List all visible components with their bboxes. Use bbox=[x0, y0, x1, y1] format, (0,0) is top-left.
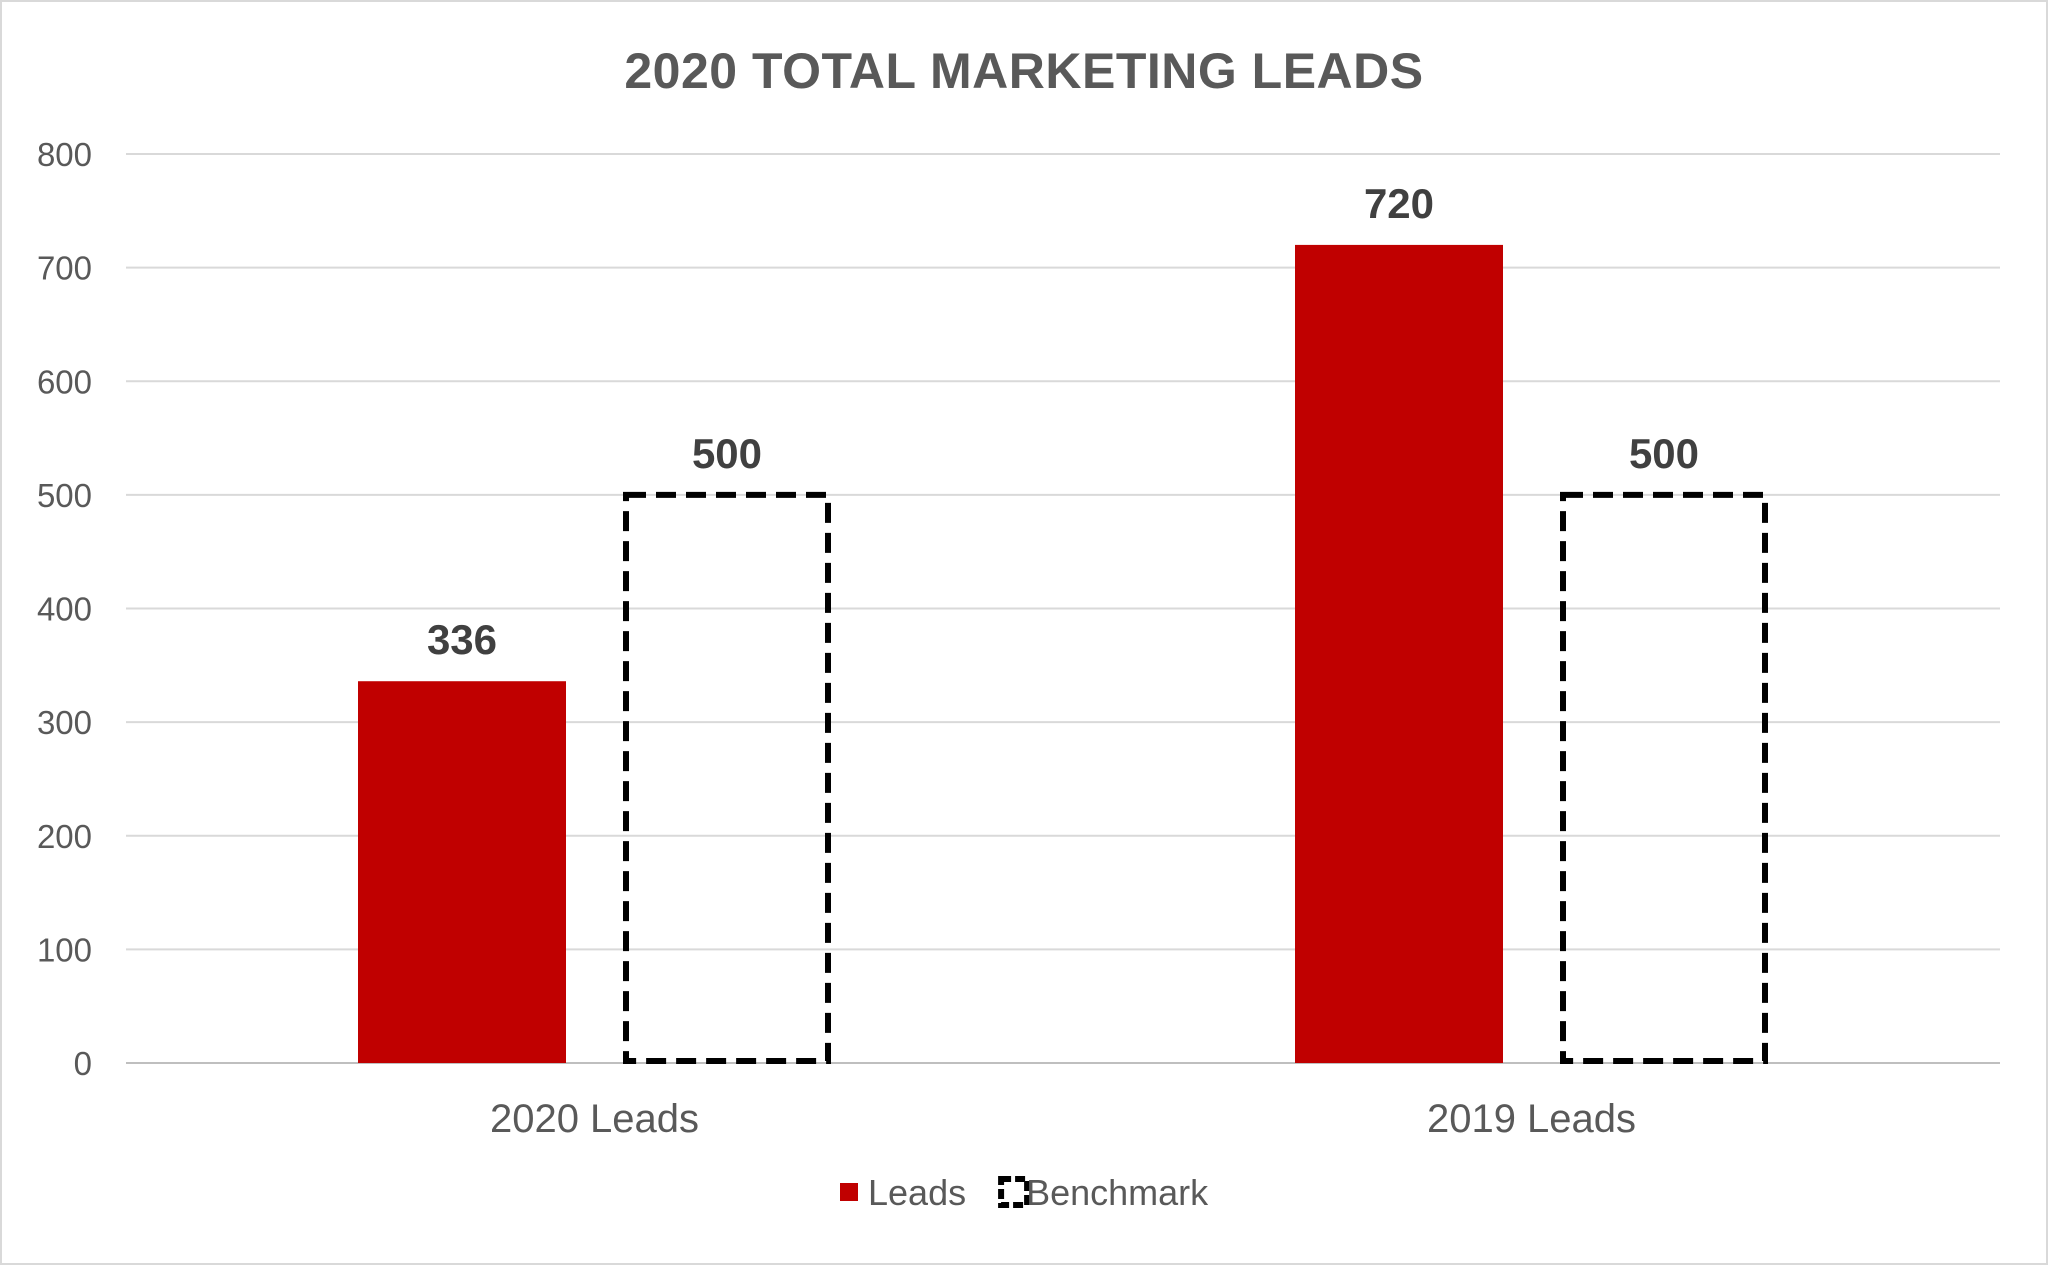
x-axis: 2020 Leads 2019 Leads bbox=[490, 1097, 1636, 1141]
y-tick-label: 700 bbox=[37, 250, 92, 287]
y-tick-label: 500 bbox=[37, 477, 92, 514]
chart-title: 2020 TOTAL MARKETING LEADS bbox=[624, 43, 1423, 99]
data-labels: 336 500 720 500 bbox=[427, 180, 1699, 663]
legend-swatch-benchmark bbox=[998, 1176, 1031, 1208]
legend-label-benchmark: Benchmark bbox=[1026, 1172, 1209, 1213]
y-tick-label: 600 bbox=[37, 363, 92, 400]
y-tick-label: 0 bbox=[74, 1045, 92, 1082]
legend-swatch-leads bbox=[840, 1183, 858, 1201]
bar-benchmark bbox=[623, 491, 831, 1064]
legend-label-leads: Leads bbox=[868, 1172, 966, 1213]
data-label: 720 bbox=[1364, 180, 1434, 227]
bar-leads bbox=[358, 681, 566, 1063]
legend: Leads Benchmark bbox=[840, 1172, 1209, 1213]
data-label: 500 bbox=[1629, 430, 1699, 477]
x-tick-label: 2019 Leads bbox=[1427, 1097, 1636, 1141]
y-tick-label: 200 bbox=[37, 818, 92, 855]
y-tick-label: 800 bbox=[37, 136, 92, 173]
bar-benchmark bbox=[1560, 491, 1768, 1064]
y-axis: 0 100 200 300 400 500 600 700 800 bbox=[37, 136, 92, 1082]
y-tick-label: 300 bbox=[37, 704, 92, 741]
data-label: 336 bbox=[427, 616, 497, 663]
bar-leads bbox=[1295, 244, 1503, 1063]
y-tick-label: 100 bbox=[37, 931, 92, 968]
x-tick-label: 2020 Leads bbox=[490, 1097, 699, 1141]
y-tick-label: 400 bbox=[37, 591, 92, 628]
bars bbox=[358, 244, 1768, 1064]
data-label: 500 bbox=[692, 430, 762, 477]
